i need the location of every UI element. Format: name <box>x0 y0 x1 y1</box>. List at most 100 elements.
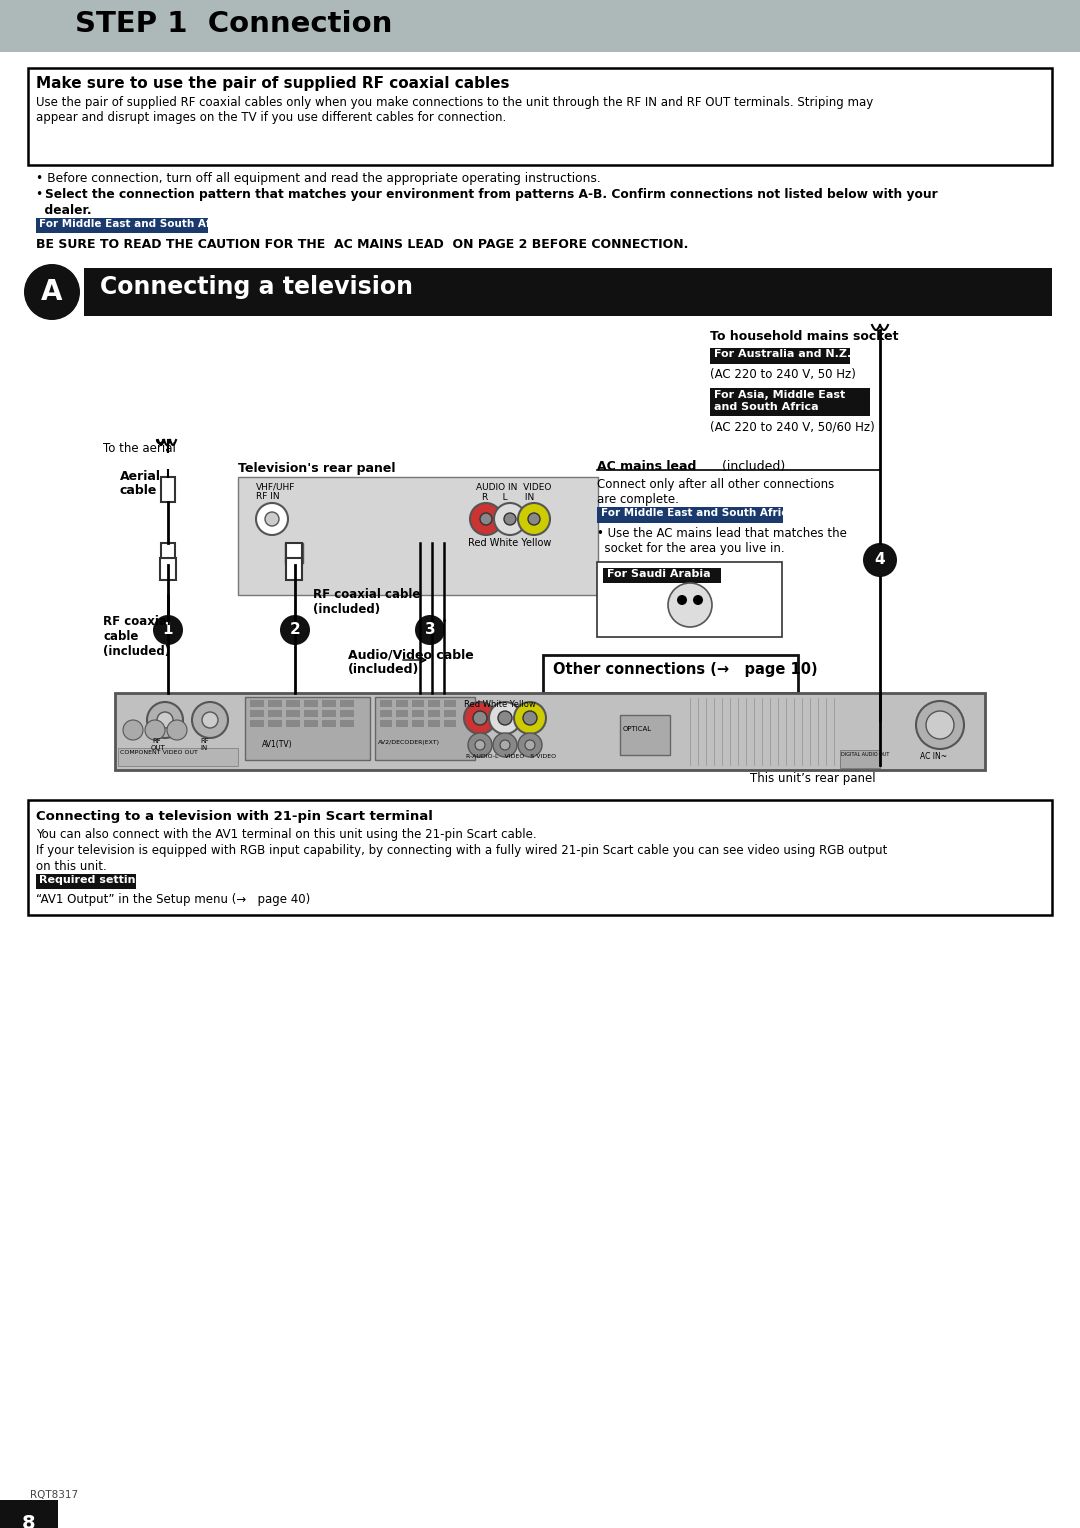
Bar <box>340 711 354 717</box>
Bar <box>710 348 850 364</box>
Text: To household mains socket: To household mains socket <box>710 330 899 342</box>
Text: “AV1 Output” in the Setup menu (→   page 40): “AV1 Output” in the Setup menu (→ page 4… <box>36 892 310 906</box>
Bar <box>161 542 175 565</box>
Circle shape <box>123 720 143 740</box>
Bar <box>396 711 408 717</box>
Bar <box>285 542 303 562</box>
Bar <box>28 69 1052 165</box>
Bar <box>286 720 300 727</box>
Circle shape <box>280 614 310 645</box>
Text: RF IN: RF IN <box>256 492 280 501</box>
Text: This unit’s rear panel: This unit’s rear panel <box>750 772 876 785</box>
Text: AV1(TV): AV1(TV) <box>262 740 293 749</box>
Text: COMPONENT VIDEO OUT: COMPONENT VIDEO OUT <box>120 750 198 755</box>
Text: Red White Yellow: Red White Yellow <box>468 538 552 549</box>
Text: 4: 4 <box>875 553 886 567</box>
Circle shape <box>498 711 512 724</box>
Circle shape <box>24 264 80 319</box>
Text: Make sure to use the pair of supplied RF coaxial cables: Make sure to use the pair of supplied RF… <box>36 76 510 92</box>
Bar <box>380 720 392 727</box>
Text: For Asia, Middle East
and South Africa: For Asia, Middle East and South Africa <box>714 390 846 411</box>
Text: Connect only after all other connections
are complete.: Connect only after all other connections… <box>597 478 834 506</box>
Bar <box>268 720 282 727</box>
Text: • Use the AC mains lead that matches the
  socket for the area you live in.: • Use the AC mains lead that matches the… <box>597 527 847 555</box>
Text: VHF/UHF: VHF/UHF <box>256 483 295 492</box>
Text: R-AUDIO-L   VIDEO   S VIDEO: R-AUDIO-L VIDEO S VIDEO <box>465 753 556 759</box>
Text: (AC 220 to 240 V, 50/60 Hz): (AC 220 to 240 V, 50/60 Hz) <box>710 420 875 432</box>
Circle shape <box>475 740 485 750</box>
Circle shape <box>523 711 537 724</box>
Text: If your television is equipped with RGB input capability, by connecting with a f: If your television is equipped with RGB … <box>36 843 888 857</box>
Circle shape <box>518 503 550 535</box>
Bar <box>118 749 238 766</box>
Text: BE SURE TO READ THE CAUTION FOR THE  AC MAINS LEAD  ON PAGE 2 BEFORE CONNECTION.: BE SURE TO READ THE CAUTION FOR THE AC M… <box>36 238 688 251</box>
Text: STEP 1  Connection: STEP 1 Connection <box>75 11 392 38</box>
Text: RF coaxial
cable
(included): RF coaxial cable (included) <box>103 614 171 659</box>
Bar <box>322 711 336 717</box>
Text: For Saudi Arabia: For Saudi Arabia <box>607 568 711 579</box>
Text: You can also connect with the AV1 terminal on this unit using the 21-pin Scart c: You can also connect with the AV1 termin… <box>36 828 537 840</box>
Circle shape <box>693 594 703 605</box>
Circle shape <box>504 513 516 526</box>
Bar <box>268 700 282 707</box>
Bar <box>428 720 440 727</box>
Text: R     L      IN: R L IN <box>482 494 535 503</box>
Text: AC mains lead: AC mains lead <box>597 460 697 474</box>
Bar <box>411 711 424 717</box>
Bar <box>444 711 456 717</box>
Bar <box>36 219 208 232</box>
Circle shape <box>528 513 540 526</box>
Bar <box>28 801 1052 915</box>
Bar <box>36 874 136 889</box>
Text: For Middle East and South Africa: For Middle East and South Africa <box>39 219 232 229</box>
Text: For Middle East and South Africa: For Middle East and South Africa <box>600 507 795 518</box>
Text: AV2/DECODER(EXT): AV2/DECODER(EXT) <box>378 740 440 746</box>
Bar <box>249 711 264 717</box>
Bar <box>114 694 985 770</box>
Bar <box>840 750 880 769</box>
Text: Connecting to a television with 21-pin Scart terminal: Connecting to a television with 21-pin S… <box>36 810 433 824</box>
Bar <box>380 700 392 707</box>
Bar <box>620 715 670 755</box>
Text: 1: 1 <box>163 622 173 637</box>
Text: OUT: OUT <box>151 746 165 750</box>
Bar <box>340 700 354 707</box>
Bar <box>396 720 408 727</box>
Bar <box>411 700 424 707</box>
Bar <box>428 700 440 707</box>
Bar <box>322 700 336 707</box>
Text: OPTICAL: OPTICAL <box>623 726 652 732</box>
Bar <box>0 0 1080 52</box>
Circle shape <box>926 711 954 740</box>
Bar <box>380 711 392 717</box>
Bar <box>161 477 175 503</box>
Text: 2: 2 <box>289 622 300 637</box>
Bar <box>428 711 440 717</box>
Text: cable: cable <box>120 484 158 497</box>
Text: • Before connection, turn off all equipment and read the appropriate operating i: • Before connection, turn off all equipm… <box>36 173 600 185</box>
Bar <box>710 388 870 416</box>
Bar <box>375 697 475 759</box>
Circle shape <box>415 614 445 645</box>
Circle shape <box>500 740 510 750</box>
Text: RF coaxial cable
(included): RF coaxial cable (included) <box>313 588 420 616</box>
Bar <box>603 568 721 584</box>
Circle shape <box>494 503 526 535</box>
Bar <box>84 267 1052 316</box>
Text: Aerial: Aerial <box>120 471 161 483</box>
Text: Audio/Video cable
(included): Audio/Video cable (included) <box>348 648 474 675</box>
Bar <box>249 720 264 727</box>
Bar <box>303 700 318 707</box>
Circle shape <box>147 701 183 738</box>
Text: IN: IN <box>200 746 207 750</box>
Bar <box>396 700 408 707</box>
Bar <box>444 700 456 707</box>
Bar <box>268 711 282 717</box>
Circle shape <box>525 740 535 750</box>
Circle shape <box>256 503 288 535</box>
Bar <box>411 720 424 727</box>
Text: RQT8317: RQT8317 <box>30 1490 78 1500</box>
Bar <box>322 720 336 727</box>
Circle shape <box>669 584 712 626</box>
Text: Required setting: Required setting <box>39 876 144 885</box>
